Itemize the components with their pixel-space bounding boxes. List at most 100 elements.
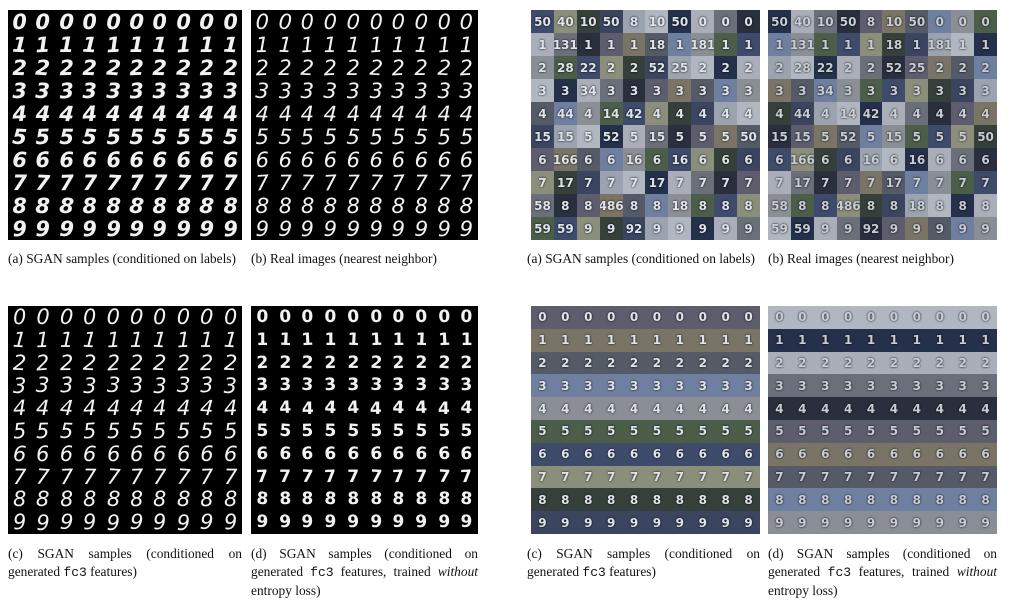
sample-cell: 7 xyxy=(836,171,860,194)
sample-cell: 2 xyxy=(34,55,52,80)
sample-cell: 6 xyxy=(12,442,27,467)
sample-cell: 3 xyxy=(553,374,577,398)
sample-cell: 3 xyxy=(905,79,929,102)
sample-cell: 4 xyxy=(905,397,929,420)
sample-cell: 2 xyxy=(324,352,337,374)
sample-cell: 8 xyxy=(622,488,646,512)
sample-cell: 4 xyxy=(199,396,215,421)
sample-cell: 15 xyxy=(645,125,669,148)
sample-cell: 3 xyxy=(974,374,997,398)
sample-cell: 9 xyxy=(199,510,215,534)
sample-cell: 9 xyxy=(576,217,600,240)
sample-cell: 9 xyxy=(346,512,360,533)
sample-cell: 7 xyxy=(668,465,692,489)
sample-cell: 4 xyxy=(176,102,191,125)
sample-cell: 3 xyxy=(83,374,97,398)
sample-cell: 1 xyxy=(256,330,269,351)
sample-cell: 6 xyxy=(576,442,600,466)
sample-cell: 28 xyxy=(790,56,814,79)
sample-cell: 5 xyxy=(768,419,791,443)
sample-cell: 52 xyxy=(836,125,860,148)
sample-cell: 6 xyxy=(152,442,168,467)
sample-cell: 8 xyxy=(58,487,74,512)
sample-cell: 6 xyxy=(714,442,738,466)
sample-cell: 5 xyxy=(414,421,428,442)
sample-cell: 7 xyxy=(622,465,646,489)
sample-cell: 4 xyxy=(324,398,337,419)
sample-cell: 0 xyxy=(460,307,473,328)
sample-cell: 2 xyxy=(105,350,121,376)
sample-cell: 3 xyxy=(369,375,383,396)
sample-cell: 8 xyxy=(737,488,760,512)
sample-cell: 1 xyxy=(668,33,692,56)
sample-cell: 9 xyxy=(323,216,338,240)
sample-cell: 8 xyxy=(35,487,51,512)
sample-cell: 3 xyxy=(223,374,237,398)
sample-cell: 59 xyxy=(531,217,554,240)
sample-cell: 7 xyxy=(859,465,883,489)
sample-cell: 2 xyxy=(301,352,315,374)
sample-cell: 8 xyxy=(668,488,692,512)
sample-cell: 5 xyxy=(974,419,997,443)
sample-cell: 4 xyxy=(106,396,121,421)
caption-code: fc3 xyxy=(310,565,334,580)
sample-cell: 0 xyxy=(346,307,360,328)
sample-cell: 2 xyxy=(668,351,692,375)
sample-cell: 3 xyxy=(622,374,646,398)
sample-cell: 3 xyxy=(714,374,738,398)
sample-cell: 3 xyxy=(599,79,623,102)
sample-cell: 5 xyxy=(553,419,577,443)
sample-cell: 8 xyxy=(459,193,474,218)
sample-cell: 5 xyxy=(460,421,473,442)
sample-cell: 59 xyxy=(768,217,791,240)
sample-cell: 7 xyxy=(254,170,270,195)
sample-cell: 5 xyxy=(576,125,600,148)
sample-cell: 15 xyxy=(531,125,554,148)
sample-cell: 6 xyxy=(346,443,360,465)
sample-cell: 9 xyxy=(882,217,906,240)
sample-cell: 17 xyxy=(645,171,669,194)
sample-cell: 8 xyxy=(645,194,669,217)
sample-cell: 0 xyxy=(413,10,429,34)
sample-cell: 5 xyxy=(105,124,122,149)
sample-cell: 3 xyxy=(35,373,51,398)
sample-cell: 2 xyxy=(223,351,238,375)
sample-cell: 9 xyxy=(59,510,74,534)
sample-cell: 6 xyxy=(129,147,145,172)
sample-cell: 1 xyxy=(599,33,623,56)
sample-cell: 9 xyxy=(128,216,145,240)
sample-cell: 0 xyxy=(152,306,168,330)
sample-cell: 4 xyxy=(836,397,860,420)
sample-cell: 52 xyxy=(882,56,906,79)
sample-cell: 6 xyxy=(768,148,791,171)
sample-cell: 6 xyxy=(974,148,997,171)
sample-cell: 5 xyxy=(459,125,474,148)
sample-cell: 8 xyxy=(323,193,338,218)
sample-cell: 3 xyxy=(882,374,906,398)
sample-cell: 7 xyxy=(813,171,837,194)
sample-cell: 6 xyxy=(553,442,577,466)
sample-cell: 92 xyxy=(622,217,646,240)
sample-cell: 6 xyxy=(256,444,269,465)
sample-cell: 3 xyxy=(277,78,293,103)
sample-cell: 6 xyxy=(645,442,669,466)
sample-cell: 5 xyxy=(300,124,316,149)
sample-cell: 6 xyxy=(714,148,738,171)
sample-cell: 9 xyxy=(599,511,623,534)
sample-cell: 3 xyxy=(531,374,554,398)
sample-cell: 7 xyxy=(82,465,97,489)
sample-cell: 1 xyxy=(278,329,292,351)
sample-cell: 6 xyxy=(35,442,51,467)
sample-cell: 7 xyxy=(324,466,337,488)
sample-cell: 3 xyxy=(645,374,669,398)
sample-cell: 6 xyxy=(300,147,316,172)
sample-cell: 3 xyxy=(437,375,451,396)
sample-cell: 17 xyxy=(553,171,577,194)
sample-cell: 6 xyxy=(859,442,883,466)
sample-cell: 2 xyxy=(714,351,738,375)
sample-cell: 6 xyxy=(645,148,669,171)
sample-cell: 15 xyxy=(882,125,906,148)
sample-cell: 7 xyxy=(714,171,738,194)
